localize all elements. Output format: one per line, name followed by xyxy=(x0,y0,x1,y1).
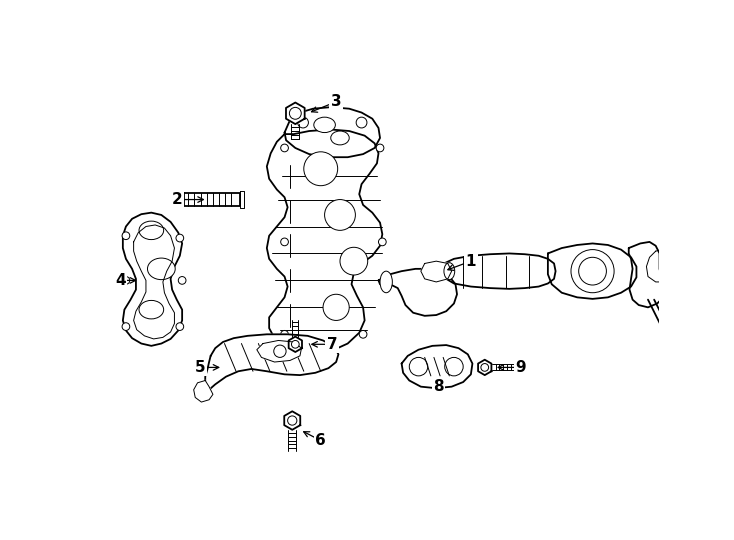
Circle shape xyxy=(324,200,355,231)
Polygon shape xyxy=(647,248,688,282)
Circle shape xyxy=(304,152,338,186)
Circle shape xyxy=(178,276,186,284)
Polygon shape xyxy=(401,345,473,388)
Polygon shape xyxy=(444,253,556,289)
Polygon shape xyxy=(379,269,457,316)
Text: 1: 1 xyxy=(465,254,476,268)
Polygon shape xyxy=(672,240,696,269)
Polygon shape xyxy=(286,103,305,124)
Circle shape xyxy=(280,330,288,338)
Circle shape xyxy=(297,117,308,128)
Circle shape xyxy=(122,323,130,330)
Polygon shape xyxy=(629,242,665,307)
Polygon shape xyxy=(267,130,382,354)
Text: 7: 7 xyxy=(327,337,338,352)
Circle shape xyxy=(376,144,384,152)
Text: 2: 2 xyxy=(171,192,182,207)
Ellipse shape xyxy=(380,271,393,293)
Circle shape xyxy=(176,234,184,242)
Circle shape xyxy=(356,117,367,128)
Polygon shape xyxy=(421,261,451,282)
Polygon shape xyxy=(285,107,380,157)
Circle shape xyxy=(571,249,614,293)
Circle shape xyxy=(323,294,349,320)
Text: 4: 4 xyxy=(115,273,126,288)
Polygon shape xyxy=(284,411,300,430)
Circle shape xyxy=(288,416,297,425)
Circle shape xyxy=(481,363,489,372)
Circle shape xyxy=(445,357,463,376)
Circle shape xyxy=(176,323,184,330)
Polygon shape xyxy=(240,191,244,208)
Circle shape xyxy=(578,257,606,285)
Text: 8: 8 xyxy=(433,379,444,394)
Circle shape xyxy=(280,144,288,152)
Ellipse shape xyxy=(139,300,164,319)
Circle shape xyxy=(410,357,428,376)
Polygon shape xyxy=(288,336,302,352)
Polygon shape xyxy=(123,213,182,346)
Polygon shape xyxy=(206,334,338,390)
Polygon shape xyxy=(548,244,636,299)
Circle shape xyxy=(274,345,286,357)
Text: 9: 9 xyxy=(515,360,526,375)
Text: 6: 6 xyxy=(316,433,326,448)
Text: 3: 3 xyxy=(331,94,341,109)
Ellipse shape xyxy=(139,221,164,240)
Polygon shape xyxy=(478,360,492,375)
Ellipse shape xyxy=(314,117,335,132)
Circle shape xyxy=(289,107,301,119)
Circle shape xyxy=(280,238,288,246)
Polygon shape xyxy=(184,193,240,206)
Polygon shape xyxy=(257,340,302,362)
Circle shape xyxy=(291,340,299,348)
Circle shape xyxy=(379,238,386,246)
Circle shape xyxy=(122,232,130,240)
Ellipse shape xyxy=(331,131,349,145)
Polygon shape xyxy=(194,381,213,402)
Ellipse shape xyxy=(444,262,455,280)
Text: 5: 5 xyxy=(195,360,206,375)
Circle shape xyxy=(122,276,130,284)
Ellipse shape xyxy=(148,258,175,280)
Circle shape xyxy=(340,247,368,275)
Circle shape xyxy=(359,330,367,338)
